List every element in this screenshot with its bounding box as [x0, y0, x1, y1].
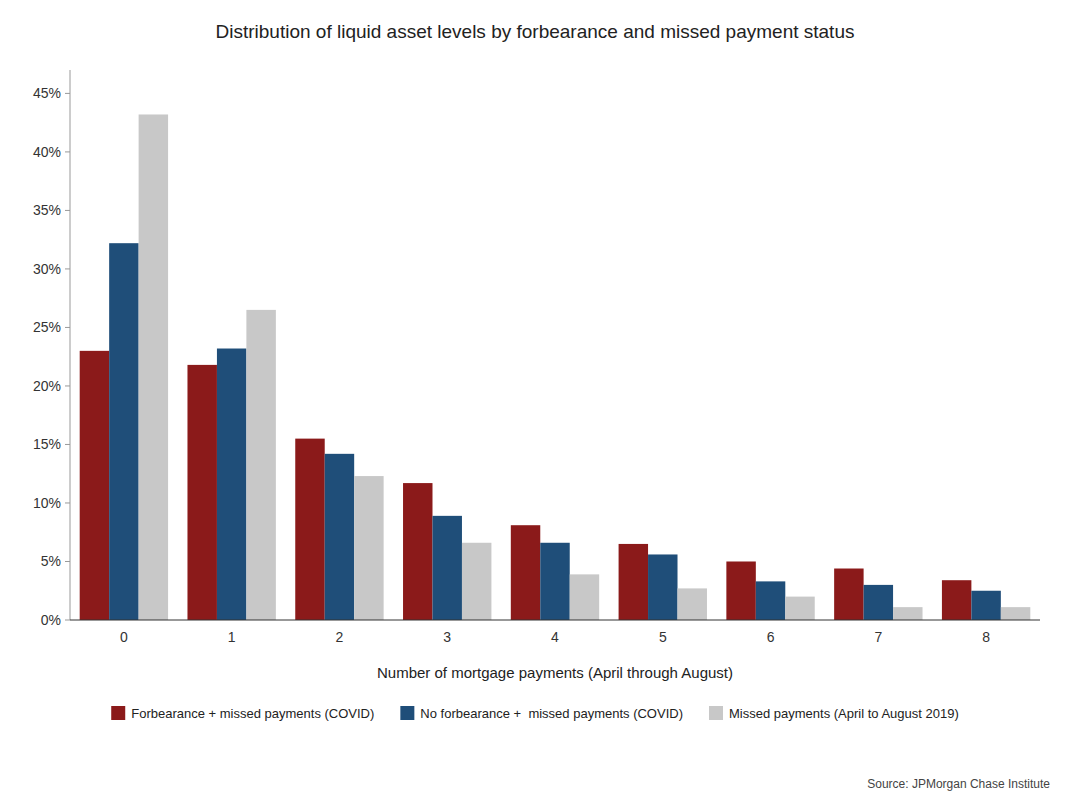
- legend-swatch: [400, 706, 414, 720]
- legend-label: Forbearance + missed payments (COVID): [131, 706, 374, 721]
- y-axis: 0% 5% 10% 15% 20% 25% 30% 35% 40% 45%: [33, 85, 70, 628]
- bar: [971, 591, 1000, 620]
- y-tick-label: 40%: [33, 144, 61, 160]
- chart: Distribution of liquid asset levels by f…: [0, 0, 1070, 800]
- x-tick-label: 4: [551, 629, 559, 645]
- bar: [570, 574, 599, 620]
- y-tick: [65, 93, 70, 94]
- bar: [648, 554, 677, 620]
- y-tick: [65, 151, 70, 152]
- y-tick: [65, 327, 70, 328]
- legend: Forbearance + missed payments (COVID) No …: [111, 706, 959, 721]
- y-tick: [65, 210, 70, 211]
- y-tick-label: 20%: [33, 378, 61, 394]
- legend-item: No forbearance + missed payments (COVID): [400, 706, 683, 721]
- y-axis-line: [70, 70, 71, 620]
- y-tick-label: 10%: [33, 495, 61, 511]
- bar: [1001, 607, 1030, 620]
- bar: [864, 585, 893, 620]
- bar: [619, 544, 648, 620]
- x-tick-label: 8: [982, 629, 990, 645]
- x-tick-label: 7: [874, 629, 882, 645]
- bar: [540, 543, 569, 620]
- x-tick-label: 5: [659, 629, 667, 645]
- x-tick-label: 1: [228, 629, 236, 645]
- y-tick: [65, 561, 70, 562]
- x-tick-label: 6: [767, 629, 775, 645]
- bar: [834, 569, 863, 620]
- x-tick-label: 0: [120, 629, 128, 645]
- y-tick-label: 35%: [33, 202, 61, 218]
- bar: [295, 439, 324, 620]
- bar: [942, 580, 971, 620]
- bars: [80, 114, 1031, 620]
- y-tick-label: 30%: [33, 261, 61, 277]
- legend-label: Missed payments (April to August 2019): [729, 706, 959, 721]
- y-tick-label: 25%: [33, 319, 61, 335]
- legend-swatch: [111, 706, 125, 720]
- source-note: Source: JPMorgan Chase Institute: [867, 777, 1050, 791]
- bar: [785, 597, 814, 620]
- bar: [511, 525, 540, 620]
- y-tick: [65, 385, 70, 386]
- bar: [726, 561, 755, 620]
- y-tick: [65, 620, 70, 621]
- chart-title: Distribution of liquid asset levels by f…: [216, 21, 855, 42]
- x-tick-label: 2: [336, 629, 344, 645]
- y-tick: [65, 268, 70, 269]
- y-tick-label: 15%: [33, 436, 61, 452]
- legend-item: Forbearance + missed payments (COVID): [111, 706, 374, 721]
- y-tick-label: 0%: [41, 612, 61, 628]
- bar: [217, 349, 246, 620]
- bar: [354, 476, 383, 620]
- legend-item: Missed payments (April to August 2019): [709, 706, 959, 721]
- bar: [187, 365, 216, 620]
- y-tick-label: 45%: [33, 85, 61, 101]
- x-axis-line: [70, 620, 1040, 621]
- bar: [80, 351, 109, 620]
- bar: [139, 114, 168, 620]
- bar: [246, 310, 275, 620]
- x-axis: 0 1 2 3 4 5 6 7 8: [120, 629, 990, 645]
- y-tick: [65, 444, 70, 445]
- bar: [325, 454, 354, 620]
- legend-swatch: [709, 706, 723, 720]
- bar: [109, 243, 138, 620]
- bar: [403, 483, 432, 620]
- bar: [432, 516, 461, 620]
- bar: [893, 607, 922, 620]
- legend-label: No forbearance + missed payments (COVID): [420, 706, 683, 721]
- bar: [756, 581, 785, 620]
- y-tick-label: 5%: [41, 553, 61, 569]
- bar: [678, 588, 707, 620]
- y-tick: [65, 502, 70, 503]
- x-axis-label: Number of mortgage payments (April throu…: [377, 664, 733, 681]
- x-tick-label: 3: [443, 629, 451, 645]
- bar: [462, 543, 491, 620]
